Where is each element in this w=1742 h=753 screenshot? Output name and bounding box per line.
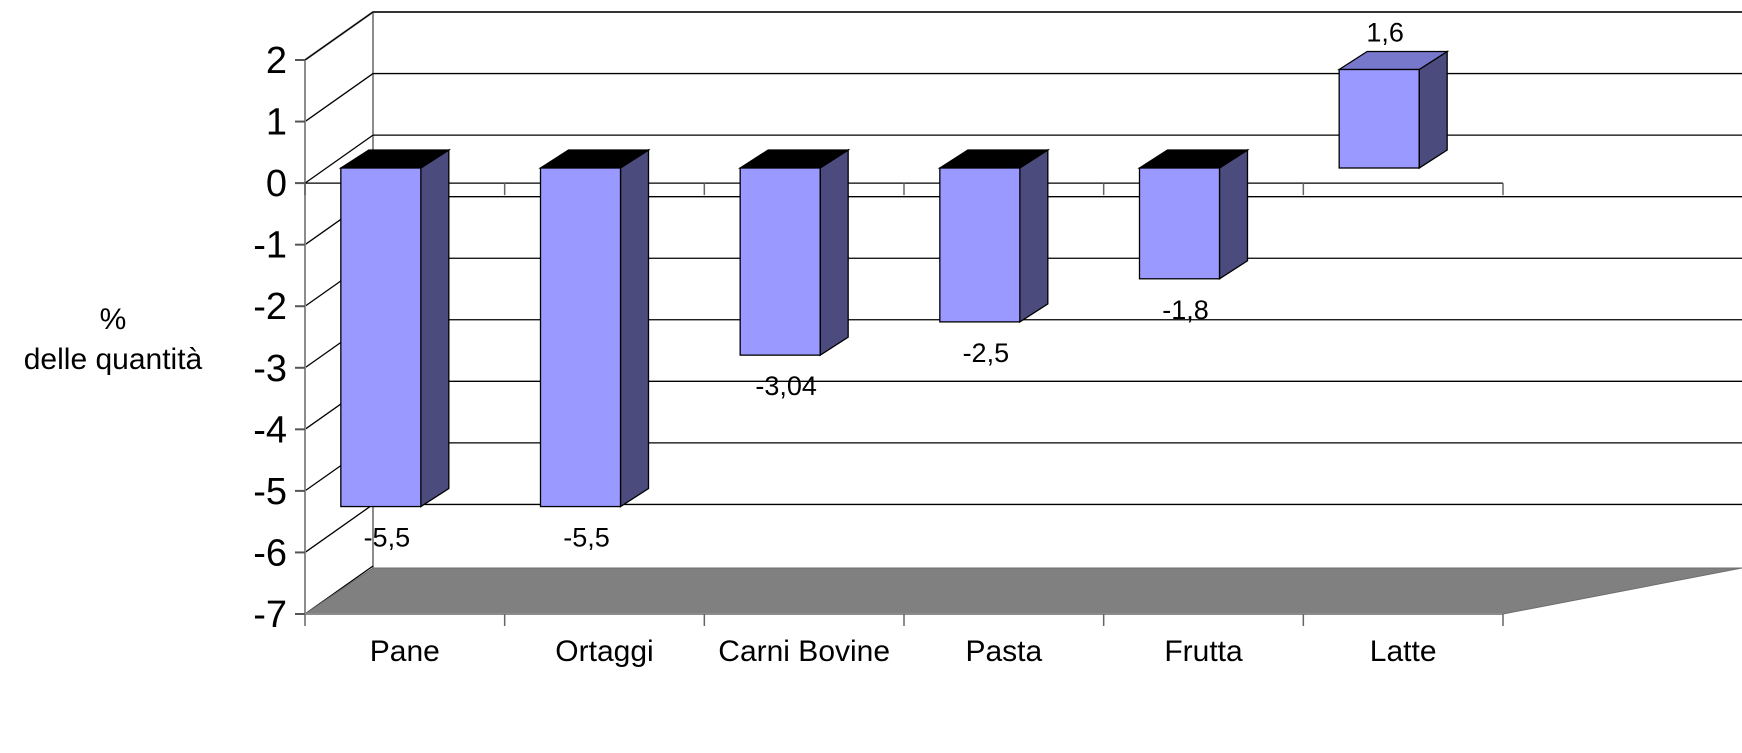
y-tick-label-6: -4 <box>253 409 287 451</box>
bar-side-2 <box>819 148 849 357</box>
data-label-1: -5,5 <box>563 523 610 553</box>
chart-floor-plane <box>303 567 1742 615</box>
y-tick-label-1: 1 <box>266 102 287 144</box>
x-tick-label-1: Ortaggi <box>555 635 653 668</box>
bar-front-0 <box>340 167 422 508</box>
bar-4 <box>1137 148 1250 280</box>
bar-side-4 <box>1218 148 1249 280</box>
data-label-4: -1,8 <box>1162 295 1209 325</box>
y-tick-label-5: -3 <box>253 348 287 390</box>
bar-5 <box>1336 50 1450 170</box>
x-tick-label-2: Carni Bovine <box>718 635 890 668</box>
y-tick-label-3: -1 <box>253 225 287 267</box>
bar-front-5 <box>1338 68 1420 169</box>
y-axis-title-line-0: % <box>100 303 127 336</box>
y-tick-label-4: -2 <box>253 286 287 328</box>
y-tick-label-0: 2 <box>266 40 287 82</box>
gridline-side-8 <box>304 503 374 553</box>
y-tick-label-8: -6 <box>253 532 287 574</box>
bar-front-4 <box>1138 167 1221 280</box>
gridline-side-2 <box>304 134 374 184</box>
x-tick-label-0: Pane <box>370 635 440 668</box>
data-label-0: -5,5 <box>364 523 411 553</box>
x-tick-label-4: Frutta <box>1164 635 1243 668</box>
gridline-side-1 <box>304 73 374 123</box>
chart-floor <box>303 567 1742 615</box>
bar-front-3 <box>939 167 1021 323</box>
bar-side-5 <box>1418 50 1448 170</box>
bar-side-0 <box>420 148 450 508</box>
axes: 2 1 0 -1 -2 -3 -4 -5 -6 -7 <box>253 40 1504 636</box>
data-label-2: -3,04 <box>755 371 817 401</box>
bars <box>338 50 1450 508</box>
bar-side-3 <box>1019 148 1049 324</box>
bar-0 <box>338 148 452 508</box>
bar-3 <box>937 148 1051 324</box>
y-axis-title-line-1: delle quantità <box>24 343 203 376</box>
data-label-3: -2,5 <box>963 338 1010 368</box>
x-tick-label-5: Latte <box>1370 635 1437 668</box>
gridline-side-0 <box>304 11 374 61</box>
y-tick-label-9: -7 <box>253 594 287 636</box>
x-tick-label-3: Pasta <box>965 635 1042 668</box>
bar-1 <box>538 148 651 508</box>
bar-front-2 <box>739 167 821 356</box>
bar-side-1 <box>619 148 650 508</box>
bar-front-1 <box>539 167 622 508</box>
bar-2 <box>737 148 851 357</box>
labels: -5,5 Pane -5,5 Ortaggi -3,04 Carni Bovine -2,5… <box>24 18 1437 668</box>
y-tick-label-2: 0 <box>266 163 287 205</box>
data-label-5: 1,6 <box>1366 18 1404 48</box>
y-tick-label-7: -5 <box>253 471 287 513</box>
